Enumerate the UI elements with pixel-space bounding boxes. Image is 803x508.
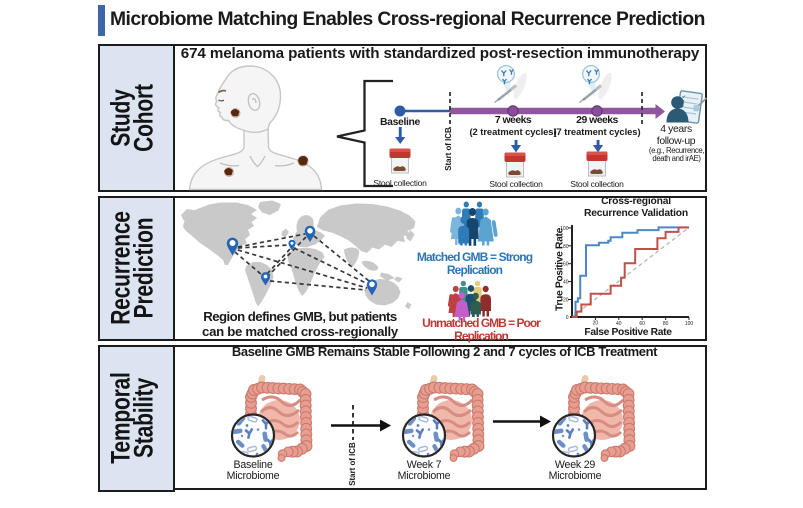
svg-text:100: 100 [685,321,694,327]
svg-text:60: 60 [639,321,645,327]
svg-text:100: 100 [560,226,569,232]
svg-text:20: 20 [563,298,569,304]
svg-text:20: 20 [593,321,599,327]
svg-text:80: 80 [663,321,669,327]
svg-text:40: 40 [563,280,569,286]
svg-text:40: 40 [616,321,622,327]
svg-text:80: 80 [563,244,569,250]
svg-text:0: 0 [566,315,569,321]
svg-text:60: 60 [563,262,569,268]
